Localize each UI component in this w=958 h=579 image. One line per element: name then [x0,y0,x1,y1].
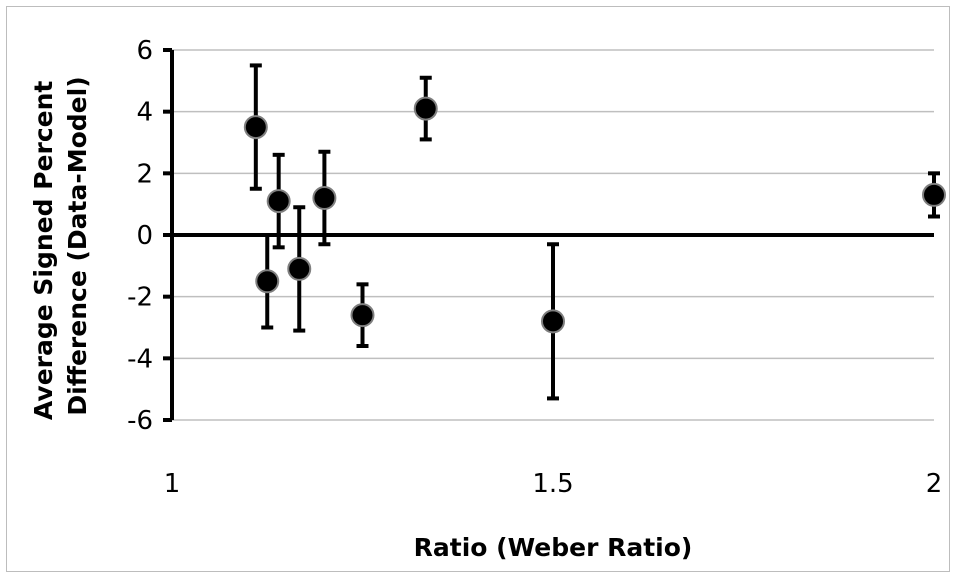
y-axis-title-line-1: Average Signed Percent [29,81,58,420]
y-tick-label: -2 [127,283,153,313]
y-axis-title-line-2: Difference (Data-Model) [63,76,92,415]
y-axis-title: Average Signed Percent Difference (Data-… [29,72,92,420]
chart-frame [6,6,950,572]
y-tick-label: 0 [136,221,153,251]
data-point [413,96,438,121]
data-points [243,96,946,334]
y-tick-label: 4 [136,98,153,128]
error-bars [249,63,940,401]
tick-labels: -6 -4 -2 0 2 4 6 1 1.5 2 [127,36,942,499]
data-point [350,303,375,328]
data-point [287,256,312,281]
x-tick-label: 2 [926,469,943,499]
y-tick-label: 6 [136,36,153,66]
data-point [922,182,946,207]
x-tick-label: 1.5 [532,469,573,499]
axes [163,48,934,422]
x-axis-title: Ratio (Weber Ratio) [414,533,693,562]
x-tick-label: 1 [164,469,181,499]
data-point [312,186,337,210]
y-tick-label: 2 [136,159,153,189]
y-tick-label: -4 [127,344,153,374]
data-point [541,309,565,334]
data-point [255,269,280,294]
data-point [266,189,291,214]
data-point [243,115,268,140]
y-tick-label: -6 [127,406,153,436]
